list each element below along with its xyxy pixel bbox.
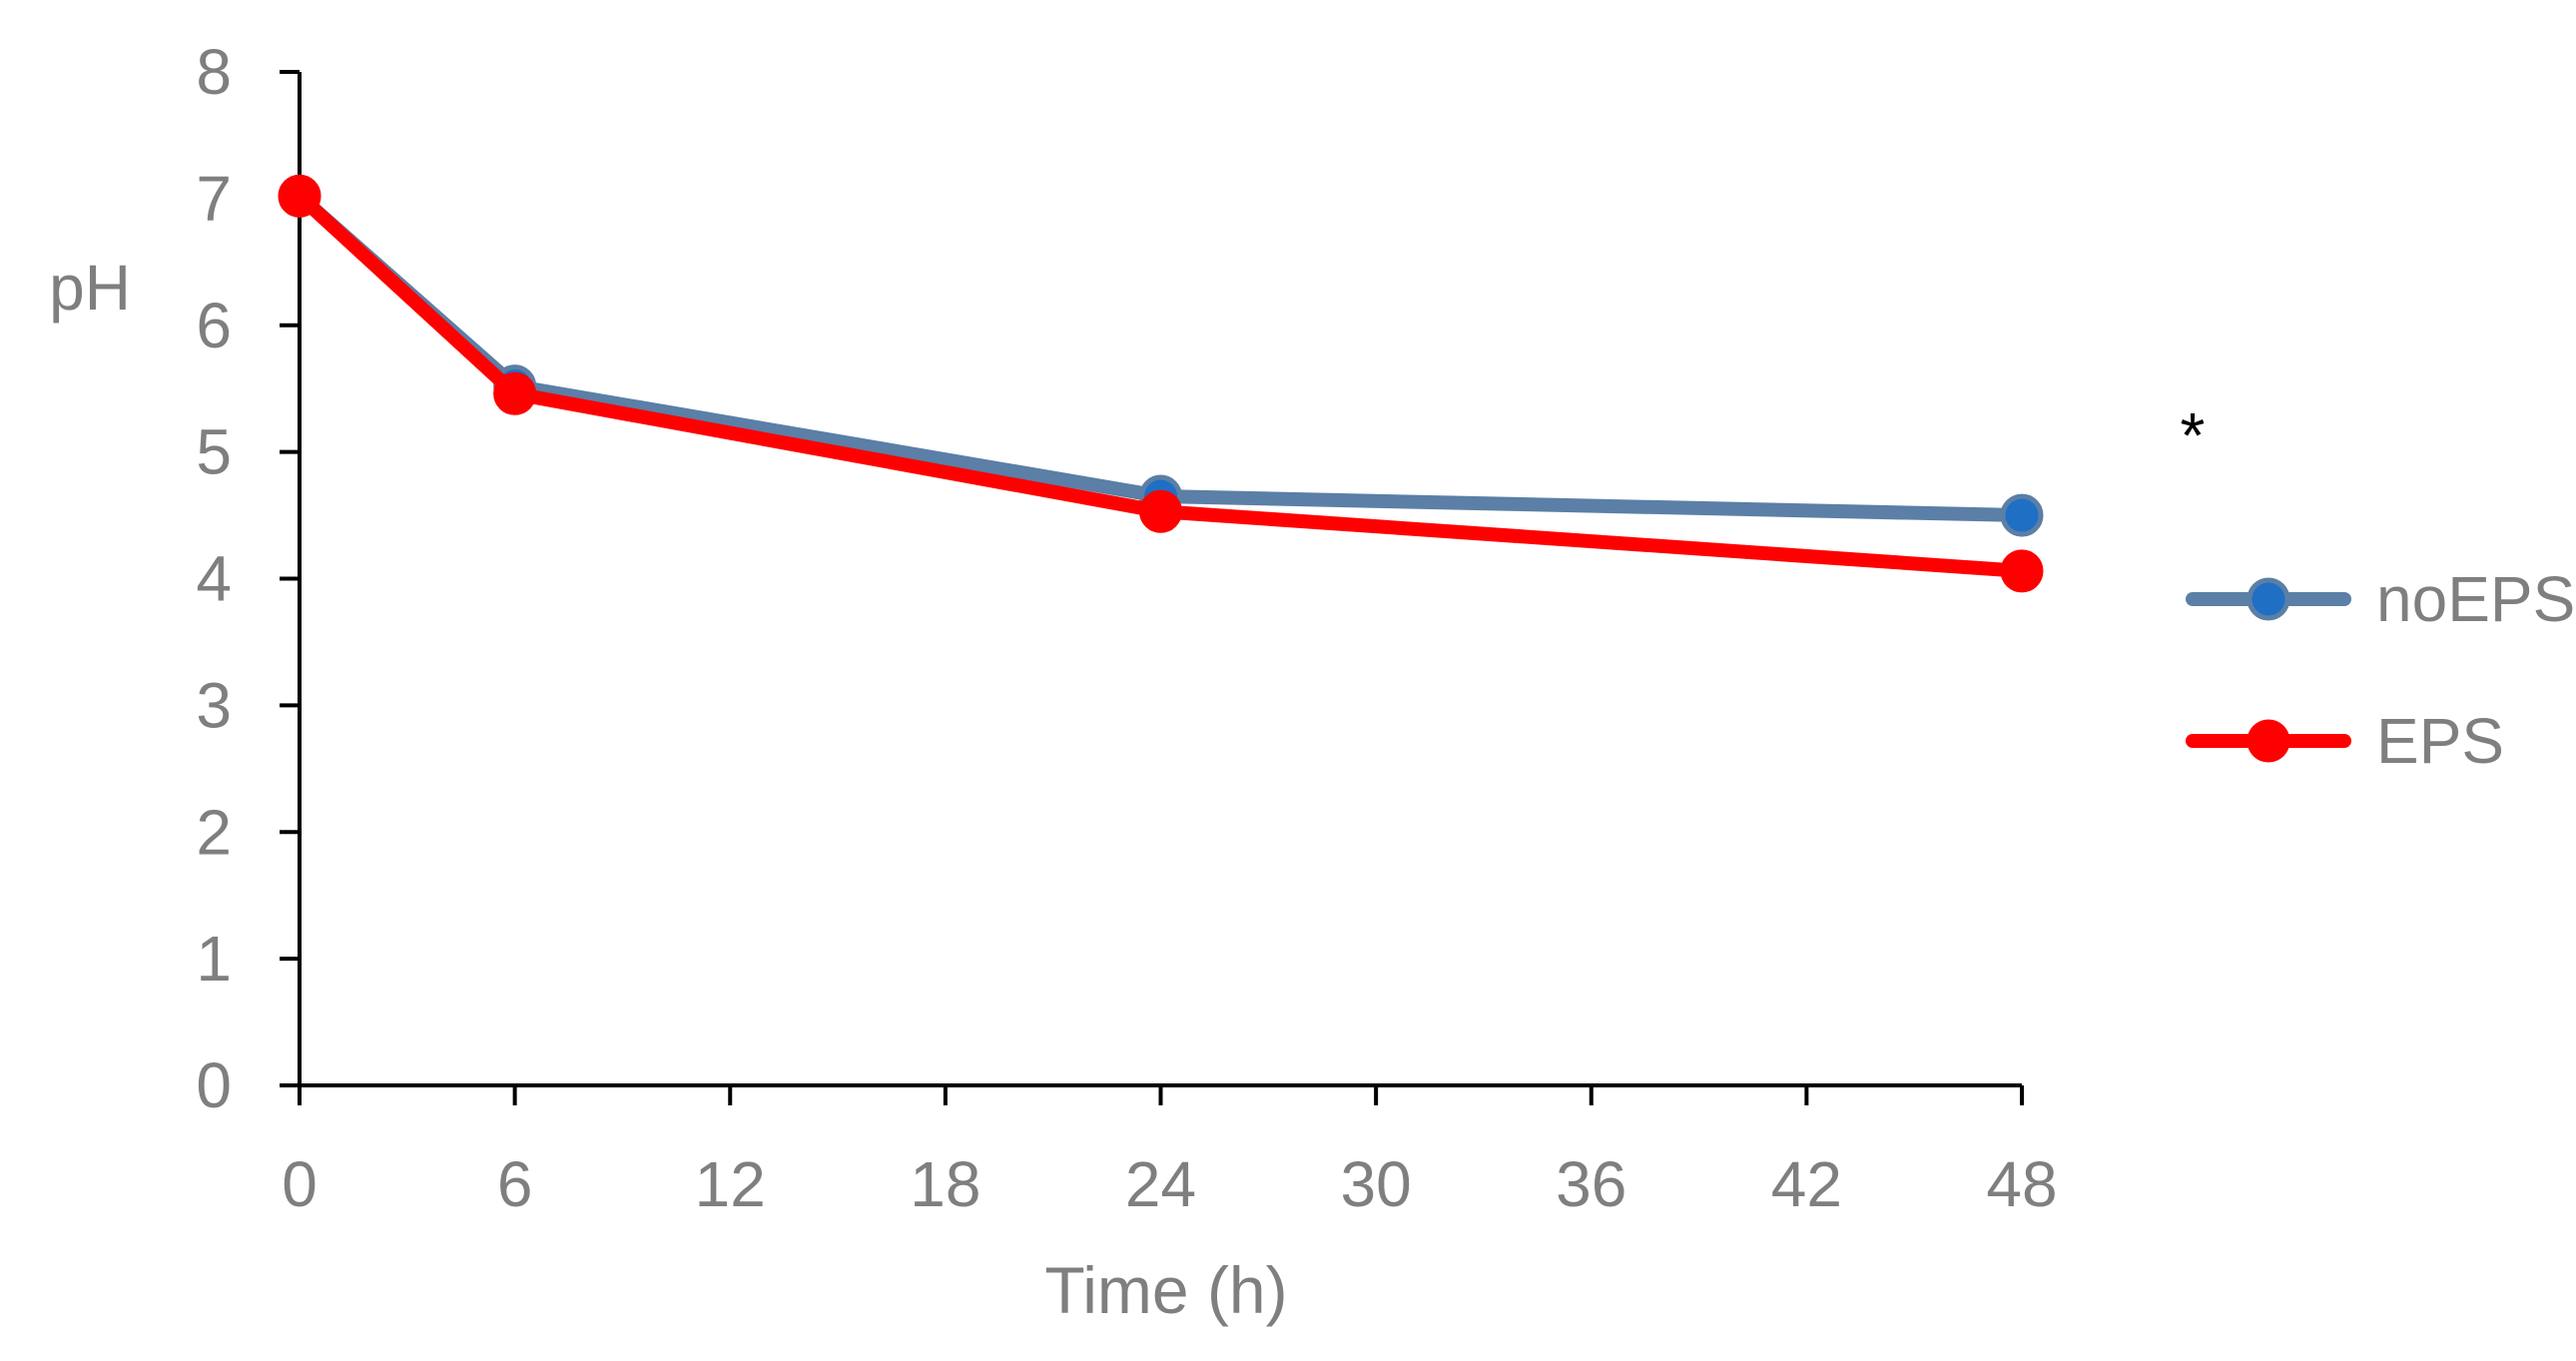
legend-label-eps: EPS [2376, 705, 2504, 777]
x-tick-label: 48 [1986, 1148, 2057, 1220]
x-tick-label: 6 [497, 1148, 533, 1220]
data-point-eps [2000, 549, 2044, 593]
y-tick-label: 1 [196, 923, 232, 995]
x-axis-ticks: 0 6 12 18 24 30 36 42 48 [282, 1085, 2058, 1220]
x-tick-label: 0 [282, 1148, 318, 1220]
x-axis-label: Time (h) [1044, 1253, 1287, 1327]
y-tick-label: 5 [196, 416, 232, 488]
legend-item-eps: EPS [2186, 705, 2504, 777]
x-tick-label: 24 [1125, 1148, 1196, 1220]
legend-swatch-marker [2247, 719, 2290, 763]
y-tick-label: 4 [196, 543, 232, 615]
y-axis-label: pH [49, 252, 131, 324]
x-tick-label: 42 [1771, 1148, 1842, 1220]
legend-item-noeps: noEPS [2186, 563, 2575, 635]
x-tick-label: 18 [910, 1148, 980, 1220]
series-line-noeps [293, 189, 2029, 523]
x-tick-label: 36 [1556, 1148, 1626, 1220]
series-noeps [278, 174, 2044, 537]
data-point-eps [493, 371, 537, 415]
series-line-eps [293, 189, 2029, 578]
y-axis-ticks: 0 1 2 3 4 5 6 7 8 [196, 36, 300, 1121]
annotation-asterisk: * [2181, 399, 2206, 471]
y-tick-label: 3 [196, 669, 232, 741]
y-tick-label: 8 [196, 36, 232, 108]
legend-swatch-marker [2247, 577, 2290, 621]
data-point-eps [1139, 489, 1182, 533]
y-tick-label: 0 [196, 1049, 232, 1121]
legend-label-noeps: noEPS [2376, 563, 2575, 635]
data-point-eps [278, 174, 322, 218]
legend: noEPS EPS [2186, 563, 2575, 777]
series-layer [278, 174, 2044, 593]
series-eps [278, 174, 2044, 593]
y-tick-label: 2 [196, 796, 232, 868]
y-tick-label: 7 [196, 163, 232, 235]
x-tick-label: 30 [1341, 1148, 1412, 1220]
y-tick-label: 6 [196, 290, 232, 361]
x-tick-label: 12 [695, 1148, 766, 1220]
data-point-noeps [2000, 493, 2044, 537]
